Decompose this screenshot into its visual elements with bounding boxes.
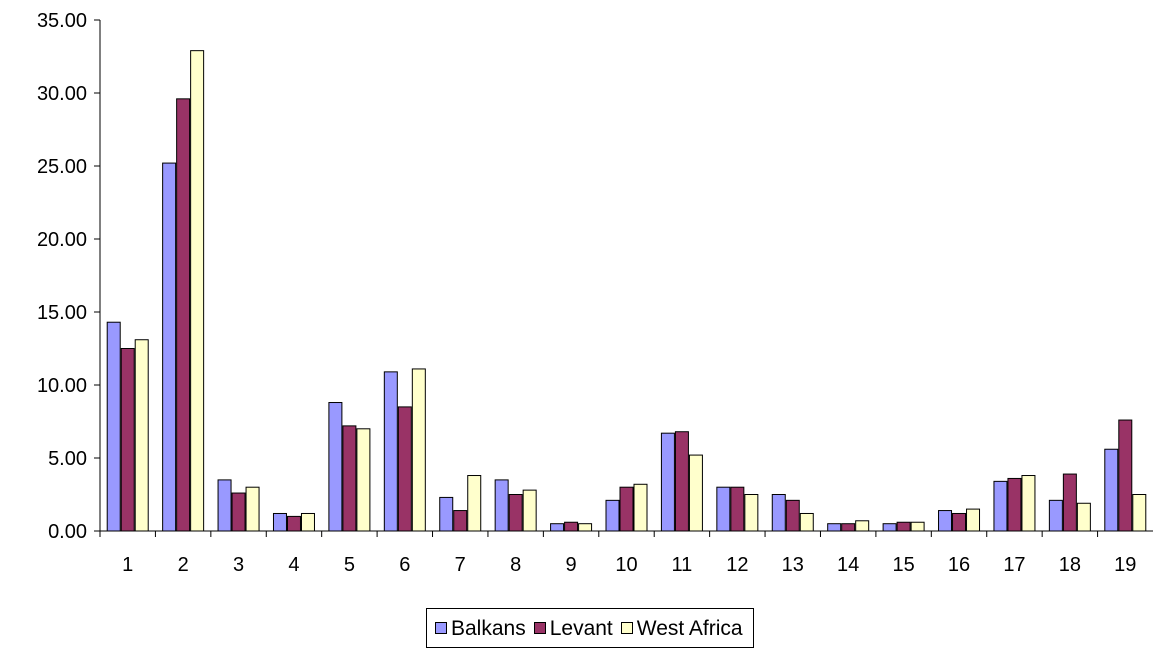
bar-levant-8 — [508, 494, 523, 532]
bar-west-africa-13 — [799, 512, 814, 532]
y-tick-label: 5.00 — [48, 448, 87, 470]
legend-label-balkans: Balkans — [451, 616, 526, 640]
bar-balkans-1 — [106, 321, 121, 532]
x-tick-label: 18 — [1059, 554, 1081, 576]
bar-west-africa-12 — [744, 494, 759, 532]
legend-item-levant: Levant — [533, 616, 613, 640]
bar-levant-15 — [896, 521, 911, 532]
bar-levant-18 — [1062, 473, 1077, 532]
y-tick-label: 10.00 — [37, 375, 87, 397]
x-tick-label: 12 — [726, 554, 748, 576]
bar-balkans-4 — [272, 512, 287, 532]
bar-west-africa-11 — [688, 454, 703, 532]
bar-balkans-17 — [993, 480, 1008, 532]
legend-item-balkans: Balkans — [435, 618, 526, 639]
bar-levant-10 — [619, 486, 634, 532]
bar-levant-12 — [730, 486, 745, 532]
legend-label-levant: Levant — [549, 616, 613, 640]
x-tick-label: 14 — [837, 554, 859, 576]
bar-west-africa-10 — [633, 483, 648, 532]
bar-west-africa-1 — [134, 339, 149, 532]
bar-balkans-9 — [550, 523, 565, 532]
bar-levant-5 — [342, 425, 357, 532]
y-tick-label: 35.00 — [37, 10, 87, 32]
bar-levant-1 — [120, 348, 135, 532]
bar-west-africa-4 — [300, 512, 315, 532]
bar-levant-17 — [1007, 477, 1022, 532]
bar-levant-3 — [231, 492, 246, 532]
bar-balkans-13 — [771, 494, 786, 532]
x-tick-label: 10 — [615, 554, 637, 576]
x-tick-label: 2 — [178, 554, 189, 576]
bar-levant-7 — [453, 510, 468, 532]
bar-west-africa-18 — [1076, 502, 1091, 532]
bar-west-africa-14 — [855, 520, 870, 532]
bar-west-africa-3 — [245, 486, 260, 532]
y-tick-label: 25.00 — [37, 156, 87, 178]
x-tick-label: 15 — [892, 554, 914, 576]
x-tick-label: 1 — [122, 554, 133, 576]
bar-west-africa-8 — [522, 489, 537, 532]
bar-balkans-19 — [1104, 448, 1119, 532]
bar-levant-6 — [397, 406, 412, 532]
x-tick-label: 16 — [948, 554, 970, 576]
x-tick-label: 17 — [1003, 554, 1025, 576]
bar-west-africa-9 — [578, 523, 593, 532]
bar-balkans-3 — [217, 479, 232, 532]
bar-balkans-12 — [716, 486, 731, 532]
x-tick-label: 8 — [510, 554, 521, 576]
bar-levant-16 — [952, 512, 967, 532]
bar-balkans-2 — [162, 162, 177, 532]
y-tick-label: 15.00 — [37, 302, 87, 324]
x-tick-label: 11 — [672, 554, 693, 576]
bar-west-africa-16 — [966, 508, 981, 532]
bar-west-africa-2 — [190, 50, 205, 532]
y-tick-label: 0.00 — [48, 521, 87, 543]
x-tick-label: 7 — [455, 554, 466, 576]
bar-levant-2 — [176, 98, 191, 532]
bar-balkans-15 — [882, 523, 897, 532]
bar-levant-19 — [1118, 419, 1133, 532]
bar-levant-4 — [286, 515, 301, 532]
bar-west-africa-5 — [356, 428, 371, 532]
bar-west-africa-17 — [1021, 475, 1036, 532]
legend-label-west-africa: West Africa — [636, 616, 743, 640]
bar-balkans-14 — [827, 523, 842, 532]
legend-swatch-west-africa — [620, 622, 633, 634]
bar-balkans-8 — [494, 479, 509, 532]
x-tick-label: 4 — [288, 554, 299, 576]
bar-west-africa-19 — [1132, 494, 1147, 532]
bar-west-africa-15 — [910, 521, 925, 532]
legend: Balkans Levant West Africa — [426, 608, 754, 648]
y-tick-label: 20.00 — [37, 229, 87, 251]
legend-swatch-balkans — [435, 622, 447, 634]
x-tick-label: 13 — [782, 554, 804, 576]
bar-levant-11 — [674, 431, 689, 532]
bar-balkans-16 — [938, 510, 953, 532]
bar-levant-9 — [564, 521, 579, 532]
bar-balkans-11 — [660, 432, 675, 532]
bar-balkans-18 — [1048, 499, 1063, 532]
bar-balkans-5 — [328, 402, 343, 532]
legend-item-west-africa: West Africa — [620, 616, 743, 640]
bar-levant-14 — [841, 523, 856, 532]
x-tick-label: 6 — [399, 554, 410, 576]
bar-west-africa-7 — [467, 475, 482, 532]
x-tick-label: 3 — [233, 554, 244, 576]
x-tick-label: 5 — [344, 554, 355, 576]
bar-balkans-10 — [605, 499, 620, 532]
bar-west-africa-6 — [411, 368, 426, 532]
bar-balkans-6 — [383, 371, 398, 532]
x-tick-label: 9 — [566, 554, 577, 576]
x-tick-label: 19 — [1114, 554, 1136, 576]
y-tick-label: 30.00 — [37, 83, 87, 105]
bar-balkans-7 — [439, 496, 454, 532]
bar-levant-13 — [785, 499, 800, 532]
legend-swatch-levant — [533, 622, 546, 634]
